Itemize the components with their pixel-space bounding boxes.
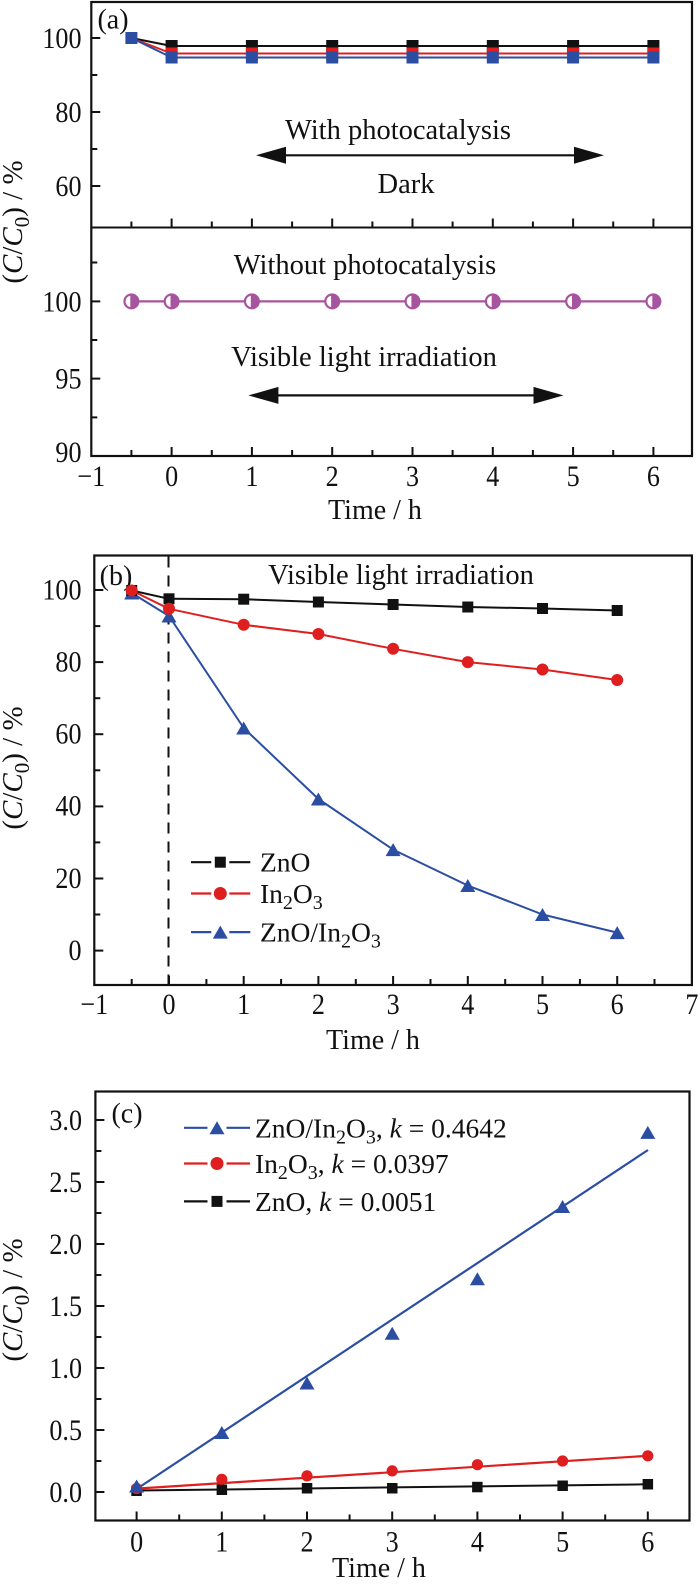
svg-text:(c): (c) [111,1099,142,1130]
svg-text:3: 3 [387,988,400,1021]
svg-text:Visible light irradiation: Visible light irradiation [268,560,534,591]
svg-text:2: 2 [300,1526,313,1559]
svg-text:100: 100 [42,286,81,319]
svg-text:6: 6 [641,1526,654,1559]
svg-text:2: 2 [326,460,339,493]
svg-text:−1: −1 [77,460,105,493]
svg-text:ZnO/In2​O3​: ZnO/In2​O3​ [260,917,381,953]
svg-text:20: 20 [55,862,81,895]
svg-text:4: 4 [471,1526,484,1559]
svg-text:2: 2 [312,988,325,1021]
svg-text:0: 0 [130,1526,143,1559]
svg-text:ZnO, k = 0.0051: ZnO, k = 0.0051 [255,1186,436,1217]
svg-text:0: 0 [68,934,81,967]
svg-text:1: 1 [245,460,258,493]
svg-text:Dark: Dark [378,169,436,200]
svg-text:0.0: 0.0 [49,1476,82,1509]
svg-text:40: 40 [55,790,81,823]
svg-text:1.5: 1.5 [49,1290,82,1323]
svg-text:7: 7 [685,988,698,1021]
svg-text:(a): (a) [97,5,128,36]
svg-text:2.0: 2.0 [49,1228,82,1261]
svg-text:80: 80 [55,97,81,130]
svg-text:Visible light irradiation: Visible light irradiation [231,342,497,373]
svg-text:60: 60 [55,718,81,751]
svg-text:4: 4 [486,460,499,493]
svg-text:3: 3 [386,1526,399,1559]
svg-text:With photocatalysis: With photocatalysis [285,115,511,146]
svg-text:2.5: 2.5 [49,1166,82,1199]
svg-text:0.5: 0.5 [49,1414,82,1447]
svg-text:1: 1 [237,988,250,1021]
svg-text:Time / h: Time / h [332,1553,426,1584]
svg-text:0: 0 [162,988,175,1021]
svg-text:100: 100 [42,574,81,607]
svg-text:6: 6 [611,988,624,1021]
svg-text:6: 6 [647,460,660,493]
svg-text:90: 90 [55,436,81,469]
svg-text:5: 5 [567,460,580,493]
svg-text:3.0: 3.0 [49,1104,82,1137]
svg-text:80: 80 [55,646,81,679]
svg-text:(C/C0) / %: (C/C0) / % [0,160,34,283]
svg-text:−1: −1 [80,988,108,1021]
svg-text:Time / h: Time / h [328,495,422,526]
svg-text:ZnO: ZnO [260,847,310,878]
svg-text:ZnO/In2​O3​, k = 0.4642: ZnO/In2​O3​, k = 0.4642 [255,1113,507,1149]
svg-text:60: 60 [55,171,81,204]
svg-text:In2​O3​, k = 0.0397: In2​O3​, k = 0.0397 [255,1148,449,1184]
svg-text:0: 0 [165,460,178,493]
svg-text:Without photocatalysis: Without photocatalysis [234,250,496,281]
svg-text:Time / h: Time / h [326,1025,420,1056]
svg-text:3: 3 [406,460,419,493]
svg-text:95: 95 [55,363,81,396]
svg-text:5: 5 [556,1526,569,1559]
svg-text:5: 5 [536,988,549,1021]
svg-text:1.0: 1.0 [49,1352,82,1385]
svg-text:4: 4 [461,988,474,1021]
svg-text:(C/C0) / %: (C/C0) / % [0,1238,34,1361]
svg-text:1: 1 [215,1526,228,1559]
svg-text:100: 100 [42,23,81,56]
